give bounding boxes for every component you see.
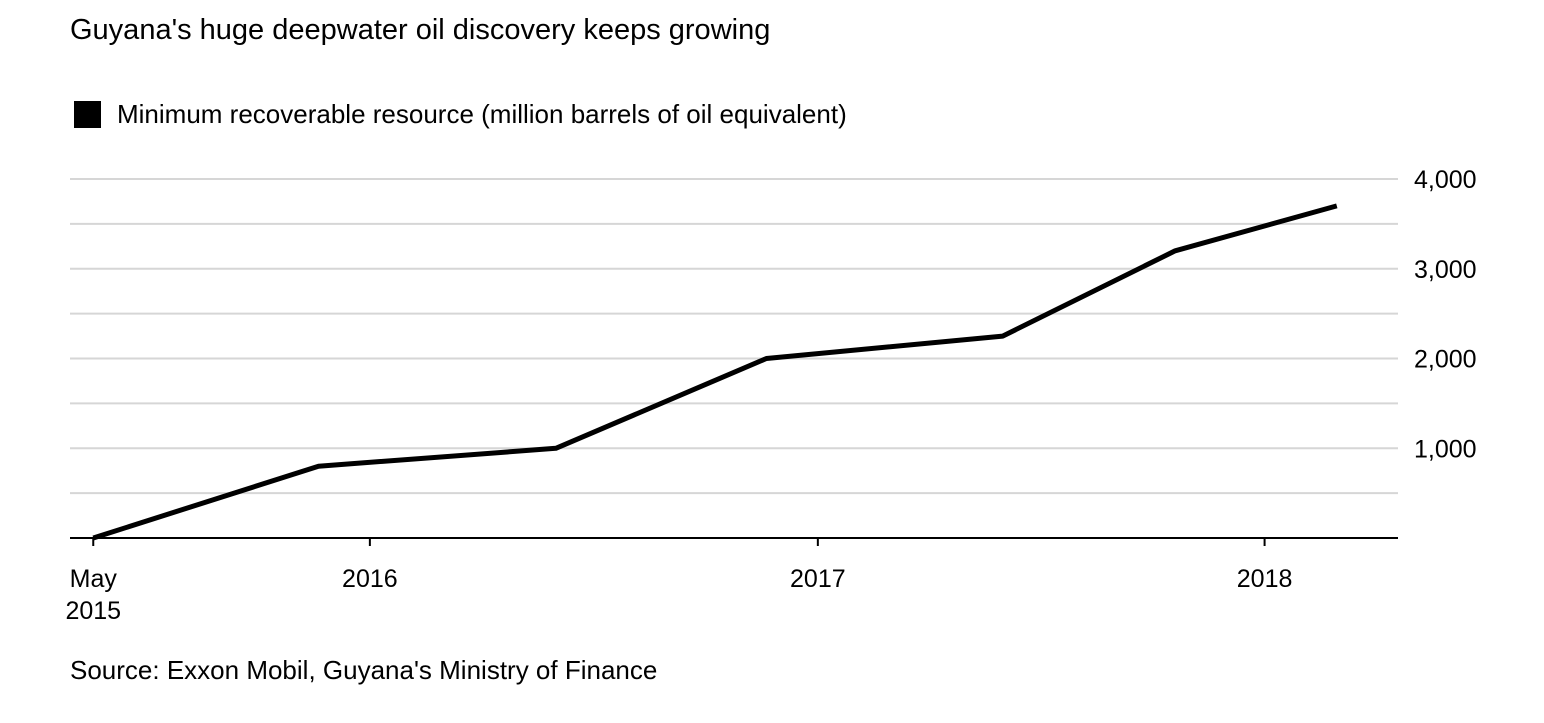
y-tick-label-1: 2,000 [1414,346,1477,374]
source-note: Source: Exxon Mobil, Guyana's Ministry o… [70,655,658,685]
gridlines [70,178,1398,495]
y-tick-label-3: 4,000 [1414,166,1477,194]
legend-swatch [74,101,101,128]
x-tick-label-2: 2017 [790,565,846,593]
x-axis-labels: May 2015 2016 2017 2018 [65,538,1292,625]
chart-plot: 1,000 2,000 3,000 4,000 May 2015 2016 2017 2018 [65,166,1477,625]
y-tick-label-2: 3,000 [1414,256,1477,284]
x-tick-label-1: 2016 [342,565,398,593]
legend-label: Minimum recoverable resource (million ba… [117,99,847,129]
x-tick-label-0: May 2015 [65,565,121,625]
series-line-0 [92,203,1338,541]
x-tick-label-3: 2018 [1237,565,1293,593]
chart-title: Guyana's huge deepwater oil discovery ke… [70,14,771,46]
series [92,203,1338,541]
y-axis: 1,000 2,000 3,000 4,000 [1414,166,1477,463]
y-tick-label-0: 1,000 [1414,435,1477,463]
legend: Minimum recoverable resource (million ba… [74,99,847,130]
